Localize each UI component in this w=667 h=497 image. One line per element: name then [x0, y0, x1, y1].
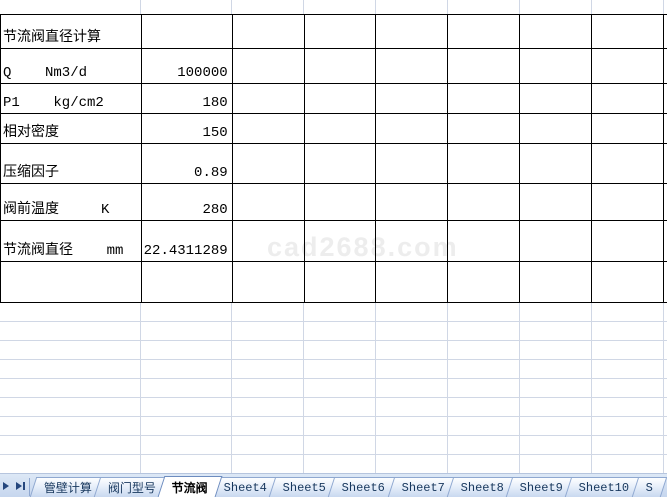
cell[interactable]	[232, 262, 305, 303]
sheet-tab-bar: 管壁计算 阀门型号 节流阀 Sheet4 Sheet5 Sheet6 Sheet…	[0, 473, 667, 497]
gridlines-horizontal	[0, 303, 667, 473]
table-row: Q Nm3/d 100000	[1, 49, 667, 84]
table-title: 节流阀直径计算	[3, 30, 101, 46]
table-row: 节流阀直径计算	[1, 15, 667, 49]
tab-separator	[29, 478, 30, 496]
cell[interactable]	[448, 84, 521, 114]
param-value-cell[interactable]: 180	[141, 84, 233, 114]
cell[interactable]	[232, 184, 305, 221]
value-cell[interactable]	[141, 15, 233, 49]
param-label-cell[interactable]	[1, 262, 142, 303]
last-sheet-icon-bar	[23, 481, 25, 490]
cell[interactable]	[376, 221, 449, 262]
param-label-cell[interactable]: 阀前温度 K	[1, 184, 142, 221]
cell[interactable]	[448, 144, 521, 184]
table-row	[1, 262, 667, 303]
cell[interactable]	[520, 15, 593, 49]
cell[interactable]	[448, 15, 521, 49]
cell[interactable]	[520, 144, 593, 184]
cell[interactable]	[232, 114, 305, 144]
cell[interactable]	[592, 144, 664, 184]
cell[interactable]	[304, 262, 377, 303]
cell[interactable]	[520, 84, 593, 114]
param-value-cell[interactable]: 0.89	[141, 144, 233, 184]
cell[interactable]	[376, 184, 449, 221]
cell	[664, 184, 667, 221]
param-value-cell[interactable]: 100000	[141, 49, 233, 84]
table-row: P1 kg/cm2 180	[1, 84, 667, 114]
param-value-cell[interactable]	[141, 262, 233, 303]
cell[interactable]	[304, 221, 377, 262]
cell[interactable]	[520, 262, 593, 303]
param-label-cell[interactable]: 节流阀直径 mm	[1, 221, 142, 262]
param-label-cell[interactable]: 压缩因子	[1, 144, 142, 184]
cell[interactable]	[520, 221, 593, 262]
cell[interactable]	[592, 262, 664, 303]
cell	[664, 49, 667, 84]
cell	[664, 84, 667, 114]
cell[interactable]	[376, 114, 449, 144]
cell[interactable]	[232, 144, 305, 184]
cell[interactable]	[304, 184, 377, 221]
sheet-tabs: 管壁计算 阀门型号 节流阀 Sheet4 Sheet5 Sheet6 Sheet…	[29, 474, 667, 497]
param-label-cell[interactable]: Q Nm3/d	[1, 49, 142, 84]
cell[interactable]	[592, 184, 664, 221]
cell[interactable]	[592, 84, 664, 114]
cell[interactable]	[376, 49, 449, 84]
param-value-cell[interactable]: 150	[141, 114, 233, 144]
param-label-cell[interactable]: P1 kg/cm2	[1, 84, 142, 114]
table-row: 相对密度 150	[1, 114, 667, 144]
cell[interactable]	[304, 84, 377, 114]
cell	[664, 114, 667, 144]
cell[interactable]	[232, 221, 305, 262]
cell[interactable]	[592, 221, 664, 262]
cell[interactable]	[520, 49, 593, 84]
title-cell[interactable]: 节流阀直径计算	[1, 15, 142, 49]
cell[interactable]	[232, 84, 305, 114]
cell[interactable]	[376, 84, 449, 114]
cell[interactable]	[304, 144, 377, 184]
cell[interactable]	[448, 262, 521, 303]
sheet-tab-partial[interactable]: S	[631, 477, 667, 497]
sheet-tab-jieliufa-active[interactable]: 节流阀	[157, 476, 223, 497]
cell[interactable]	[592, 114, 664, 144]
cell	[664, 144, 667, 184]
param-label-cell[interactable]: 相对密度	[1, 114, 142, 144]
cell[interactable]	[376, 15, 449, 49]
table-row: 阀前温度 K 280	[1, 184, 667, 221]
cell[interactable]	[304, 49, 377, 84]
cell[interactable]	[376, 262, 449, 303]
next-sheet-icon	[3, 481, 9, 490]
cell[interactable]	[448, 114, 521, 144]
table-row: 压缩因子 0.89	[1, 144, 667, 184]
cell	[664, 262, 667, 303]
cell[interactable]	[520, 184, 593, 221]
param-value-cell[interactable]: 280	[141, 184, 233, 221]
table-row: 节流阀直径 mm 22.4311289	[1, 221, 667, 262]
watermark: cad2688.com	[267, 232, 459, 262]
last-sheet-button[interactable]	[16, 481, 25, 490]
calc-table: 节流阀直径计算 Q Nm3/d 100000 P1 kg/cm2 180 相对密…	[0, 14, 667, 303]
cell[interactable]	[592, 49, 664, 84]
cell[interactable]	[376, 144, 449, 184]
cell[interactable]	[232, 49, 305, 84]
last-sheet-icon	[16, 481, 22, 490]
cell[interactable]	[304, 114, 377, 144]
cell[interactable]	[520, 114, 593, 144]
cell[interactable]	[304, 15, 377, 49]
table-background	[0, 14, 667, 303]
cell[interactable]	[448, 49, 521, 84]
tab-scroll-buttons	[0, 474, 29, 497]
cell	[664, 15, 667, 49]
next-sheet-button[interactable]	[3, 481, 9, 490]
cell[interactable]	[592, 15, 664, 49]
cell[interactable]	[448, 184, 521, 221]
cell[interactable]	[232, 15, 305, 49]
cell	[664, 221, 667, 262]
cell[interactable]	[448, 221, 521, 262]
param-value-cell[interactable]: 22.4311289	[141, 221, 233, 262]
